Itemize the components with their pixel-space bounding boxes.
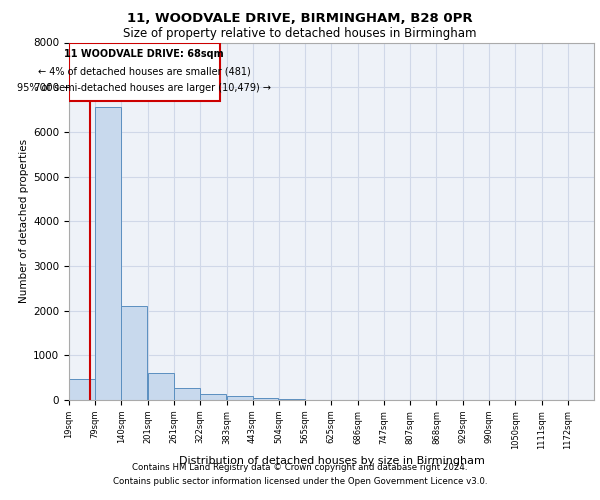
Bar	[279, 399, 305, 400]
Bar	[227, 396, 253, 400]
X-axis label: Distribution of detached houses by size in Birmingham: Distribution of detached houses by size …	[179, 456, 484, 466]
Bar	[148, 373, 174, 400]
Y-axis label: Number of detached properties: Number of detached properties	[19, 139, 29, 304]
Bar	[253, 398, 278, 400]
Bar	[200, 394, 226, 400]
Text: Contains public sector information licensed under the Open Government Licence v3: Contains public sector information licen…	[113, 477, 487, 486]
Bar	[69, 378, 95, 400]
Bar	[174, 388, 200, 400]
Text: Contains HM Land Registry data © Crown copyright and database right 2024.: Contains HM Land Registry data © Crown c…	[132, 464, 468, 472]
Text: Size of property relative to detached houses in Birmingham: Size of property relative to detached ho…	[123, 28, 477, 40]
Text: ← 4% of detached houses are smaller (481): ← 4% of detached houses are smaller (481…	[38, 66, 251, 76]
Bar	[69, 42, 220, 102]
Bar	[121, 306, 148, 400]
Text: 11 WOODVALE DRIVE: 68sqm: 11 WOODVALE DRIVE: 68sqm	[64, 49, 224, 59]
Text: 95% of semi-detached houses are larger (10,479) →: 95% of semi-detached houses are larger (…	[17, 83, 271, 93]
Text: 11, WOODVALE DRIVE, BIRMINGHAM, B28 0PR: 11, WOODVALE DRIVE, BIRMINGHAM, B28 0PR	[127, 12, 473, 26]
Bar	[95, 108, 121, 400]
